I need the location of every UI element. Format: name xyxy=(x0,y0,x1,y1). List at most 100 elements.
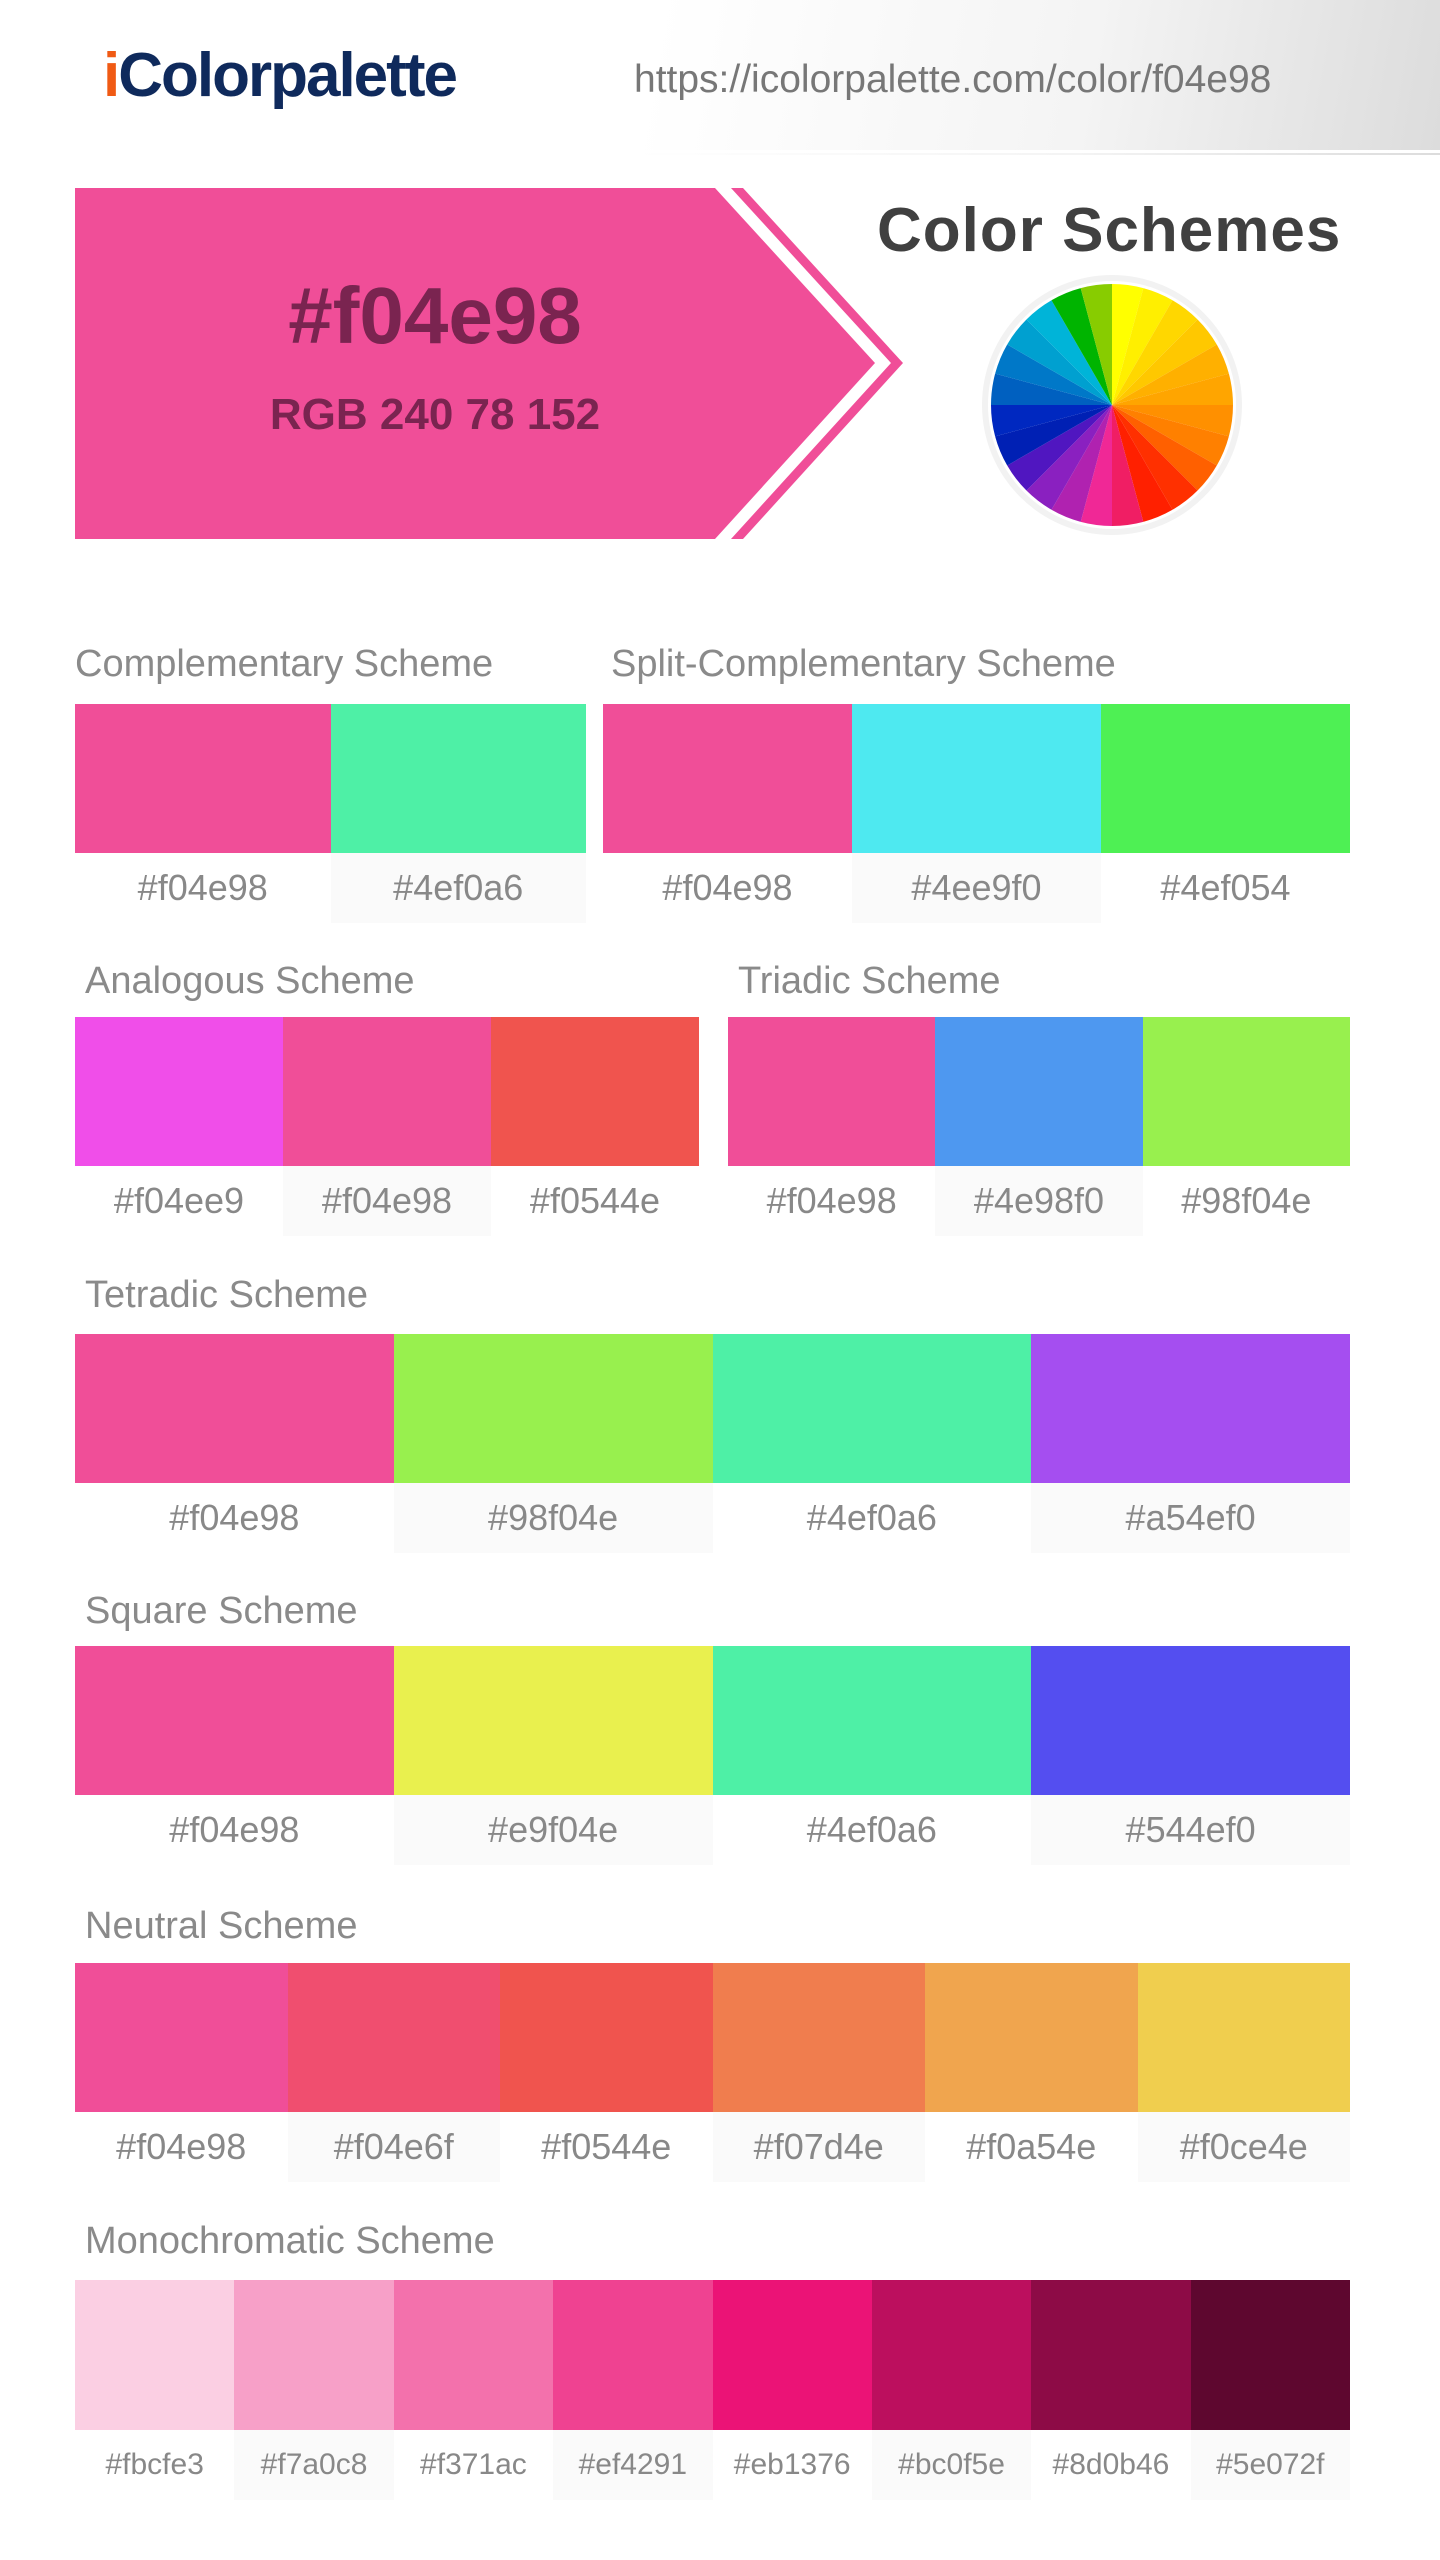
color-swatch-item[interactable]: #98f04e xyxy=(1142,1017,1350,1236)
color-swatch[interactable] xyxy=(75,1017,283,1166)
color-swatch[interactable] xyxy=(603,704,852,853)
color-swatch-item[interactable]: #f07d4e xyxy=(712,1963,925,2182)
color-swatch[interactable] xyxy=(75,2280,235,2430)
color-swatch[interactable] xyxy=(712,1963,925,2112)
color-hex-label[interactable]: #fbcfe3 xyxy=(105,2448,204,2481)
color-hex-label[interactable]: #f04e98 xyxy=(766,1180,897,1221)
color-hex-label[interactable]: #f07d4e xyxy=(712,2112,925,2182)
color-swatch[interactable] xyxy=(234,2280,394,2430)
color-swatch[interactable] xyxy=(935,1017,1143,1166)
color-hex-label[interactable]: #a54ef0 xyxy=(1031,1483,1350,1553)
color-hex-label[interactable]: #98f04e xyxy=(393,1483,713,1553)
color-hex-label[interactable]: #f371ac xyxy=(420,2448,527,2481)
color-hex-label[interactable]: #f04ee9 xyxy=(113,1180,245,1221)
color-hex-label[interactable]: #4ef0a6 xyxy=(806,1497,937,1538)
color-swatch-item[interactable]: #5e072f xyxy=(1190,2280,1350,2500)
color-hex-label[interactable]: #ef4291 xyxy=(553,2430,713,2500)
color-swatch[interactable] xyxy=(1031,2280,1191,2430)
color-swatch[interactable] xyxy=(75,1646,394,1795)
color-hex-label[interactable]: #5e072f xyxy=(1190,2430,1350,2500)
color-swatch-item[interactable]: #4ef0a6 xyxy=(712,1646,1032,1865)
color-swatch[interactable] xyxy=(393,1646,713,1795)
color-swatch-item[interactable]: #a54ef0 xyxy=(1031,1334,1350,1553)
color-swatch[interactable] xyxy=(287,1963,500,2112)
color-swatch[interactable] xyxy=(925,1963,1138,2112)
color-swatch-item[interactable]: #f04e98 xyxy=(283,1017,491,1236)
color-swatch[interactable] xyxy=(871,2280,1032,2430)
color-swatch[interactable] xyxy=(393,1334,713,1483)
color-hex-label[interactable]: #4ef0a6 xyxy=(806,1809,937,1850)
color-swatch[interactable] xyxy=(712,1334,1032,1483)
color-swatch[interactable] xyxy=(283,1017,491,1166)
color-swatch-item[interactable]: #f04e6f xyxy=(287,1963,500,2182)
color-swatch[interactable] xyxy=(712,2280,872,2430)
color-hex-label[interactable]: #4ee9f0 xyxy=(852,853,1101,923)
color-swatch-item[interactable]: #f04e98 xyxy=(603,704,852,923)
color-hex-label[interactable]: #f04e6f xyxy=(287,2112,500,2182)
color-hex-label[interactable]: #f0544e xyxy=(529,1180,661,1221)
color-swatch-item[interactable]: #f04ee9 xyxy=(75,1017,283,1236)
color-swatch[interactable] xyxy=(852,704,1101,853)
color-swatch-item[interactable]: #4ef0a6 xyxy=(712,1334,1032,1553)
color-swatch[interactable] xyxy=(1031,1334,1350,1483)
color-swatch-item[interactable]: #e9f04e xyxy=(393,1646,713,1865)
color-swatch[interactable] xyxy=(491,1017,699,1166)
color-swatch-item[interactable]: #f04e98 xyxy=(728,1017,936,1236)
color-swatch[interactable] xyxy=(1137,1963,1350,2112)
color-hex-label[interactable]: #eb1376 xyxy=(733,2448,851,2481)
color-hex-label[interactable]: #f04e98 xyxy=(116,2126,247,2167)
color-hex-label[interactable]: #f7a0c8 xyxy=(234,2430,394,2500)
color-swatch[interactable] xyxy=(393,2280,554,2430)
color-swatch-item[interactable]: #f04e98 xyxy=(75,704,331,923)
color-hex-label[interactable]: #f0544e xyxy=(541,2126,672,2167)
color-swatch-item[interactable]: #4ef054 xyxy=(1101,704,1350,923)
color-hex-label[interactable]: #4ef054 xyxy=(1160,867,1291,908)
color-swatch[interactable] xyxy=(1142,1017,1350,1166)
color-hex-label[interactable]: #4ef0a6 xyxy=(330,853,586,923)
color-hex-label[interactable]: #f04e98 xyxy=(137,867,268,908)
color-swatch-item[interactable]: #544ef0 xyxy=(1031,1646,1350,1865)
color-swatch-item[interactable]: #fbcfe3 xyxy=(75,2280,235,2500)
color-hex-label[interactable]: #4e98f0 xyxy=(935,1166,1143,1236)
color-swatch-item[interactable]: #4ee9f0 xyxy=(852,704,1101,923)
color-swatch-item[interactable]: #f04e98 xyxy=(75,1334,394,1553)
color-hex-label[interactable]: #f0a54e xyxy=(966,2126,1097,2167)
color-swatch-item[interactable]: #bc0f5e xyxy=(871,2280,1032,2500)
color-swatch[interactable] xyxy=(75,1963,288,2112)
color-hex-label[interactable]: #8d0b46 xyxy=(1052,2448,1170,2481)
color-hex-label[interactable]: #bc0f5e xyxy=(871,2430,1032,2500)
color-swatch-item[interactable]: #4ef0a6 xyxy=(330,704,586,923)
color-swatch[interactable] xyxy=(330,704,586,853)
color-hex-label[interactable]: #f04e98 xyxy=(169,1809,300,1850)
color-swatch-item[interactable]: #f04e98 xyxy=(75,1646,394,1865)
color-swatch-item[interactable]: #f7a0c8 xyxy=(234,2280,394,2500)
color-swatch-item[interactable]: #ef4291 xyxy=(553,2280,713,2500)
color-swatch-item[interactable]: #f0544e xyxy=(500,1963,713,2182)
color-swatch[interactable] xyxy=(1101,704,1350,853)
color-swatch-item[interactable]: #4e98f0 xyxy=(935,1017,1143,1236)
color-hex-label[interactable]: #e9f04e xyxy=(393,1795,713,1865)
color-swatch[interactable] xyxy=(75,704,331,853)
color-swatch[interactable] xyxy=(728,1017,936,1166)
color-swatch[interactable] xyxy=(712,1646,1032,1795)
color-hex-label[interactable]: #f04e98 xyxy=(169,1497,300,1538)
color-swatch[interactable] xyxy=(1031,1646,1350,1795)
color-swatch[interactable] xyxy=(75,1334,394,1483)
color-swatch-item[interactable]: #98f04e xyxy=(393,1334,713,1553)
page-url[interactable]: https://icolorpalette.com/color/f04e98 xyxy=(634,58,1272,101)
color-hex-label[interactable]: #f04e98 xyxy=(283,1166,491,1236)
color-swatch-item[interactable]: #eb1376 xyxy=(712,2280,872,2500)
color-hex-label[interactable]: #98f04e xyxy=(1181,1180,1312,1221)
color-hex-label[interactable]: #f0ce4e xyxy=(1137,2112,1350,2182)
color-swatch-item[interactable]: #f0a54e xyxy=(925,1963,1138,2182)
color-swatch-item[interactable]: #8d0b46 xyxy=(1031,2280,1191,2500)
color-swatch-item[interactable]: #f0544e xyxy=(491,1017,699,1236)
color-swatch[interactable] xyxy=(500,1963,713,2112)
color-swatch-item[interactable]: #f0ce4e xyxy=(1137,1963,1350,2182)
site-logo[interactable]: iColorpalette xyxy=(103,40,458,111)
color-hex-label[interactable]: #544ef0 xyxy=(1031,1795,1350,1865)
color-swatch-item[interactable]: #f04e98 xyxy=(75,1963,288,2182)
color-swatch[interactable] xyxy=(553,2280,713,2430)
color-swatch-item[interactable]: #f371ac xyxy=(393,2280,554,2500)
color-hex-label[interactable]: #f04e98 xyxy=(662,867,793,908)
